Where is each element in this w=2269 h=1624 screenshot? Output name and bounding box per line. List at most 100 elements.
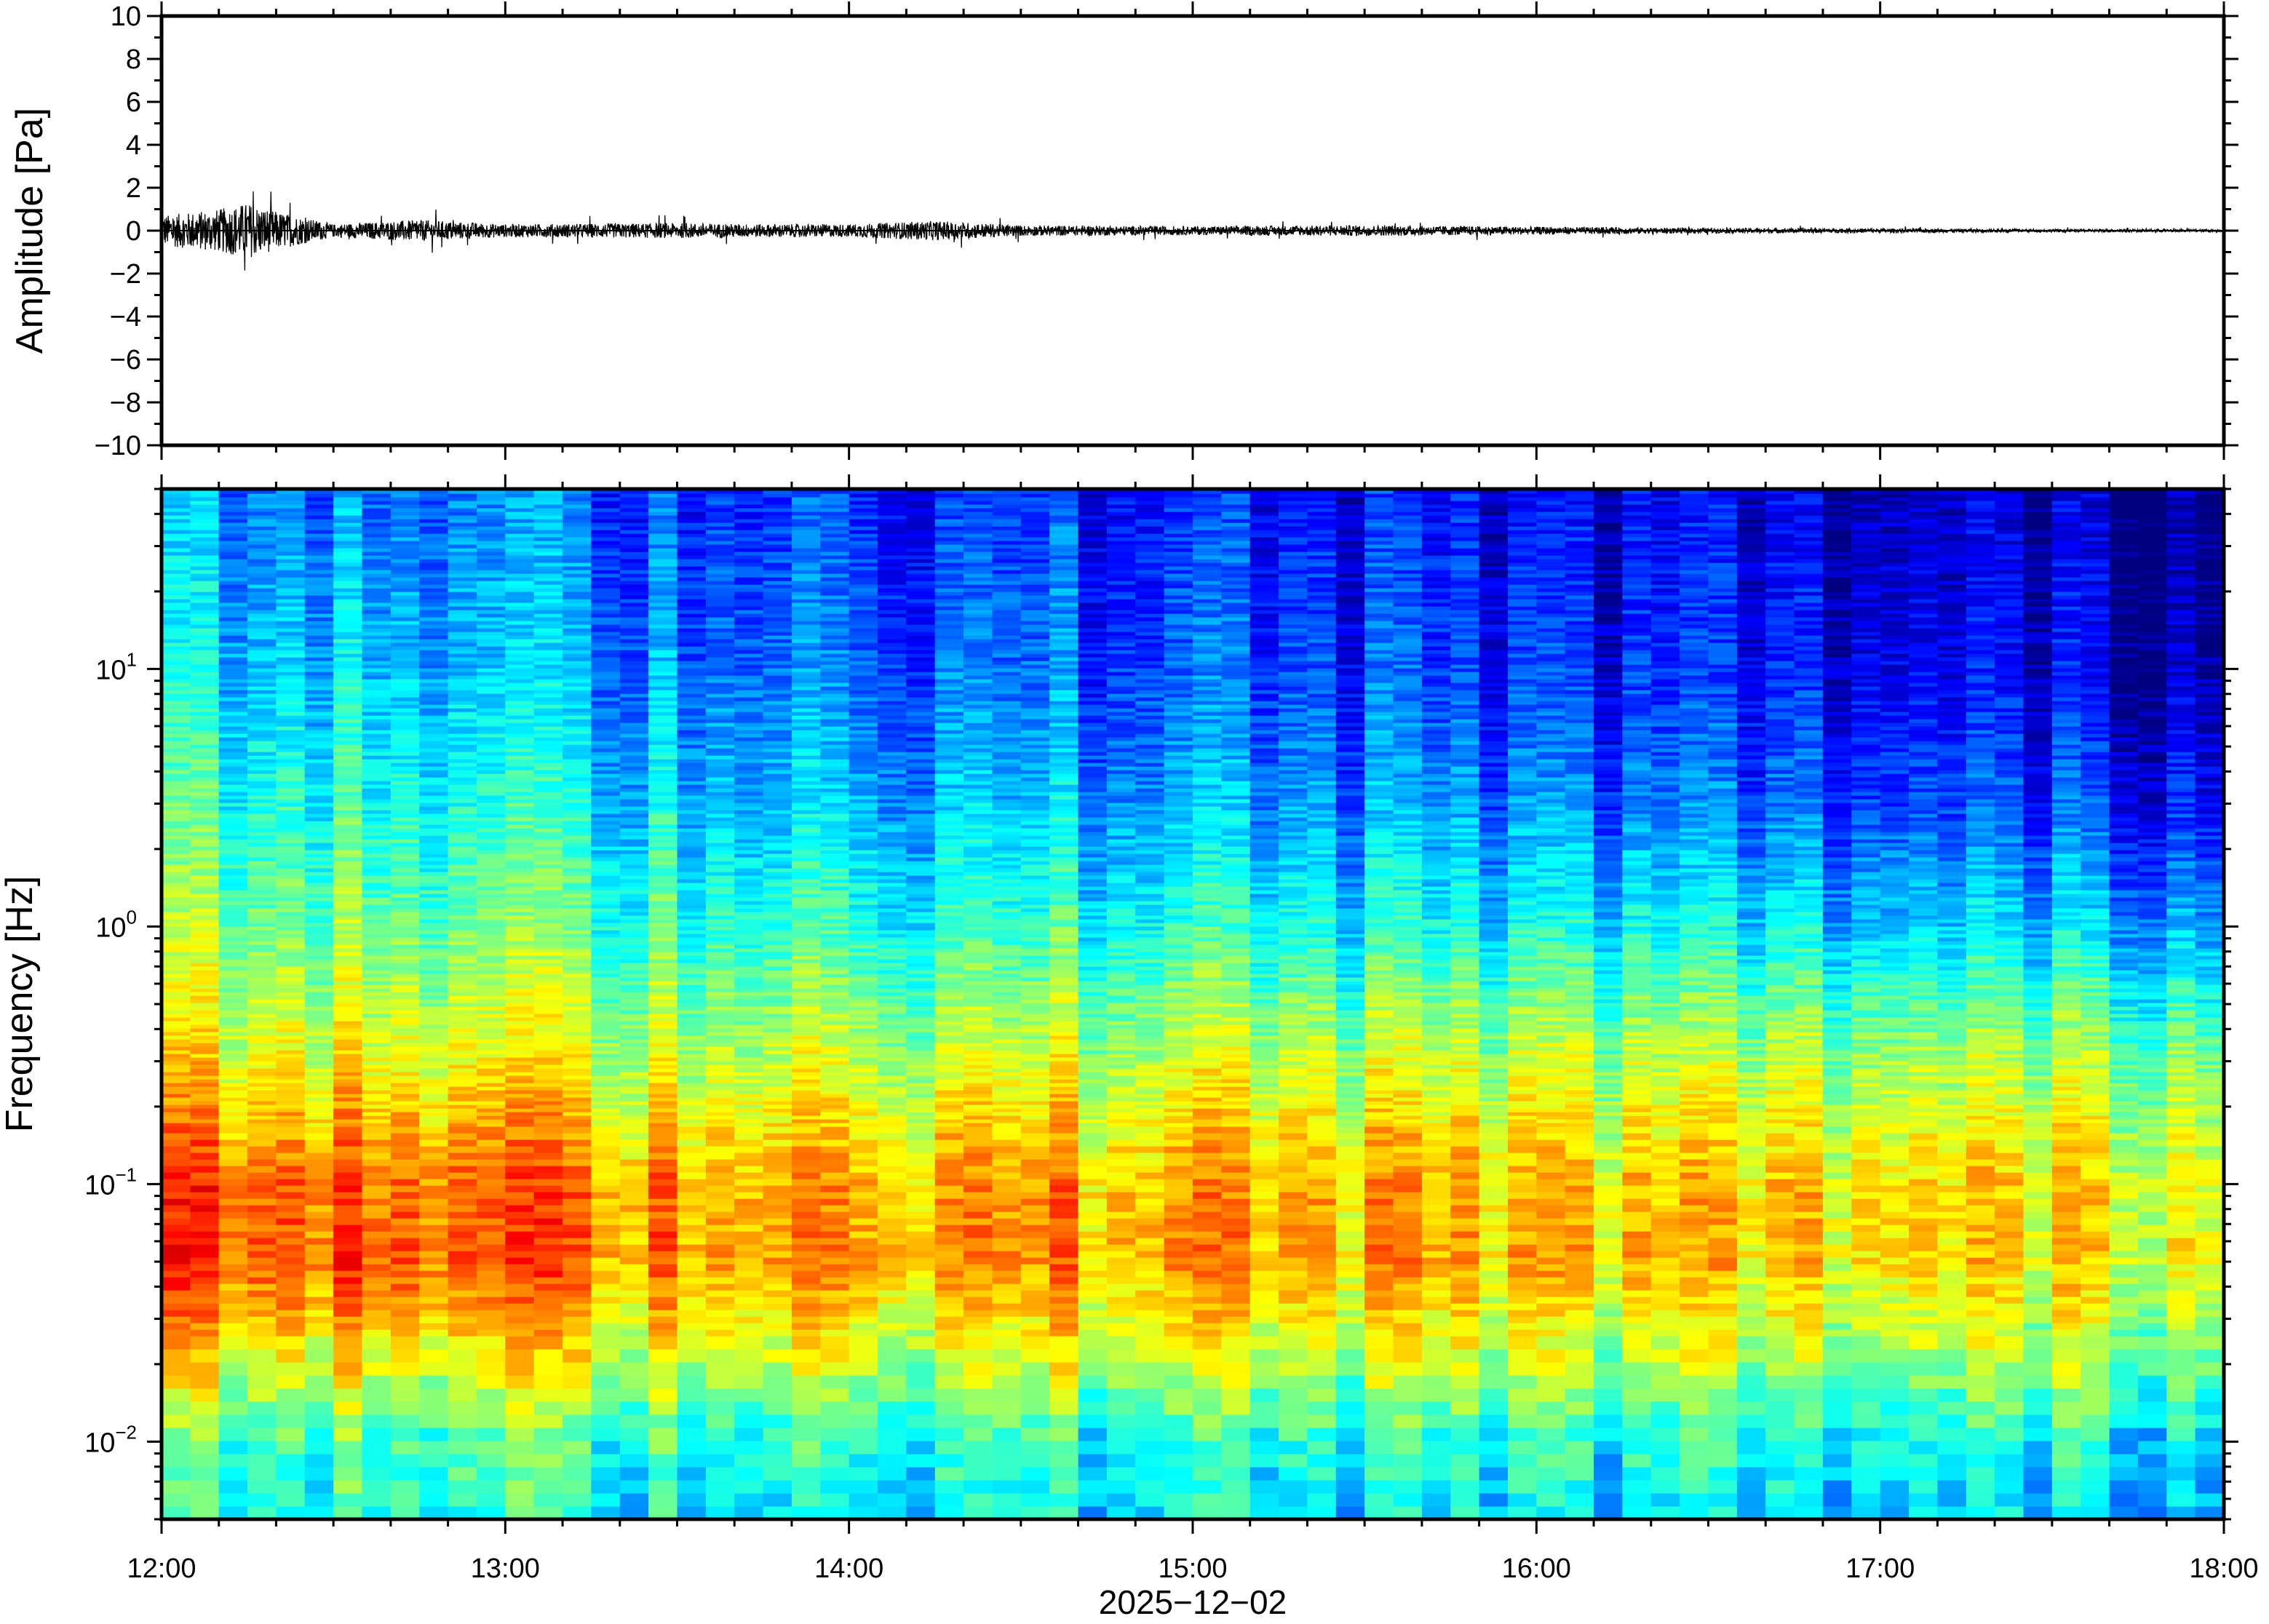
spectrogram-cell (448, 817, 477, 821)
spectrogram-cell (763, 1218, 792, 1225)
spectrogram-cell (362, 868, 392, 872)
spectrogram-cell (505, 726, 534, 731)
spectrogram-cell (362, 682, 392, 687)
spectrogram-cell (448, 592, 477, 596)
spectrogram-cell (419, 610, 448, 614)
spectrogram-cell (448, 1153, 477, 1160)
spectrogram-cell (648, 1428, 677, 1441)
spectrogram-cell (276, 1028, 305, 1032)
spectrogram-cell (534, 1225, 563, 1232)
spectrogram-cell (505, 1441, 534, 1454)
spectrogram-cell (391, 668, 420, 672)
spectrogram-cell (648, 1090, 677, 1094)
spectrogram-cell (333, 744, 362, 749)
spectrogram-cell (505, 908, 534, 912)
spectrogram-cell (333, 606, 362, 610)
spectrogram-cell (333, 508, 362, 512)
spectrogram-cell (734, 1375, 763, 1389)
spectrogram-cell (190, 515, 219, 520)
spectrogram-cell (362, 872, 392, 876)
spectrogram-cell (190, 697, 219, 701)
spectrogram-cell (563, 715, 592, 720)
spectrogram-cell (276, 1115, 305, 1120)
spectrogram-cell (706, 493, 735, 498)
spectrogram-cell (333, 1086, 362, 1091)
spectrogram-cell (333, 919, 362, 923)
spectrogram-cell (677, 1028, 707, 1032)
spectrogram-cell (706, 1225, 735, 1232)
spectrogram-cell (706, 984, 735, 989)
spectrogram-cell (563, 1480, 592, 1494)
spectrogram-cell (477, 908, 506, 912)
waveform-trace (162, 191, 2224, 271)
spectrogram-cell (219, 1028, 248, 1032)
spectrogram-cell (276, 984, 305, 989)
spectrogram-cell (505, 1336, 534, 1350)
spectrogram-cell (763, 992, 792, 996)
spectrogram-cell (276, 1225, 305, 1232)
spectrogram-cell (391, 930, 420, 934)
spectrogram-cell (706, 995, 735, 1000)
spectrogram-cell (677, 682, 707, 687)
spectrogram-cell (677, 934, 707, 938)
spectrogram-cell (190, 635, 219, 640)
spectrogram-cell (448, 1123, 477, 1127)
spectrogram-cell (276, 901, 305, 905)
spectrogram-cell (219, 741, 248, 745)
spectrogram-cell (591, 675, 620, 680)
spectrogram-cell (391, 1133, 420, 1140)
spectrogram-cell (505, 1388, 534, 1402)
spectrogram-cell (190, 763, 219, 767)
spectrogram-cell (162, 1090, 191, 1094)
spectrogram-cell (505, 959, 534, 963)
spectrogram-cell (219, 1349, 248, 1363)
spectrogram-cell (591, 621, 620, 625)
spectrogram-cell (448, 1303, 477, 1310)
spectrogram-cell (333, 1310, 362, 1317)
spectrogram-cell (677, 606, 707, 610)
spectrogram-cell (419, 675, 448, 680)
spectrogram-cell (477, 890, 506, 894)
spectrogram-cell (305, 806, 334, 811)
spectrogram-cell (391, 883, 420, 887)
spectrogram-cell (333, 966, 362, 971)
spectrogram-cell (162, 744, 191, 749)
spectrogram-cell (648, 613, 677, 618)
spectrogram-cell (162, 799, 191, 803)
spectrogram-cell (534, 970, 563, 974)
spectrogram-cell (276, 526, 305, 530)
spectrogram-cell (362, 992, 392, 996)
spectrogram-cell (534, 693, 563, 698)
spectrogram-cell (763, 817, 792, 821)
spectrogram-cell (734, 1454, 763, 1468)
spectrogram-cell (305, 562, 334, 567)
spectrogram-cell (362, 1061, 392, 1065)
spectrogram-cell (333, 1006, 362, 1011)
spectrogram-cell (419, 512, 448, 516)
spectrogram-cell (162, 617, 191, 621)
spectrogram-cell (419, 912, 448, 916)
spectrogram-cell (734, 832, 763, 836)
spectrogram-cell (534, 1251, 563, 1258)
spectrogram-cell (648, 868, 677, 872)
spectrogram-cell (591, 690, 620, 694)
spectrogram-cell (534, 890, 563, 894)
spectrogram-cell (305, 875, 334, 880)
spectrogram-cell (219, 1064, 248, 1069)
spectrogram-cell (505, 748, 534, 752)
spectrogram-cell (362, 806, 392, 811)
spectrogram-cell (563, 1283, 592, 1291)
spectrogram-cell (677, 584, 707, 589)
spectrogram-cell (505, 737, 534, 741)
spectrogram-cell (219, 810, 248, 814)
spectrogram-cell (162, 806, 191, 811)
spectrogram-cell (419, 537, 448, 541)
spectrogram-cell (620, 493, 649, 498)
spectrogram-cell (648, 1108, 677, 1112)
spectrogram-cell (276, 1057, 305, 1062)
spectrogram-cell (734, 1115, 763, 1120)
spectrogram-cell (648, 1179, 677, 1186)
spectrogram-cell (677, 741, 707, 745)
spectrogram-cell (677, 959, 707, 963)
spectrogram-cell (706, 813, 735, 818)
